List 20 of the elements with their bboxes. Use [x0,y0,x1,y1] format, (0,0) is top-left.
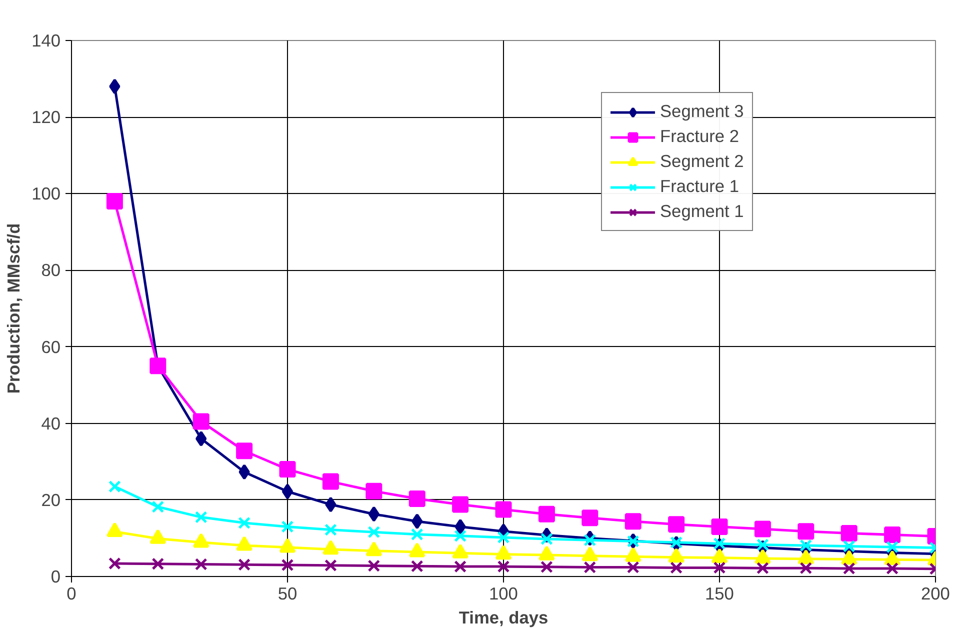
legend-label: Segment 2 [660,151,744,172]
x-tick-label: 0 [66,584,76,604]
y-tick-label: 60 [41,336,61,357]
y-tick-label: 80 [41,260,61,280]
legend-label: Fracture 2 [660,126,739,147]
x-tick-label: 150 [705,584,734,604]
y-tick-label: 20 [41,490,61,510]
legend-label: Segment 1 [660,201,744,222]
y-tick-label: 120 [32,107,61,128]
legend-label: Fracture 1 [660,176,739,197]
y-tick-label: 40 [41,413,61,434]
legend-label: Segment 3 [660,101,744,122]
y-axis-title: Production, MMscf/d [4,223,24,394]
x-tick-label: 50 [278,584,298,604]
x-tick-label: 100 [489,584,518,604]
y-tick-label: 100 [32,184,61,204]
x-axis-title: Time, days [458,608,548,628]
y-tick-label: 140 [32,30,61,50]
y-tick-label: 0 [50,566,61,586]
x-tick-label: 200 [921,584,950,604]
